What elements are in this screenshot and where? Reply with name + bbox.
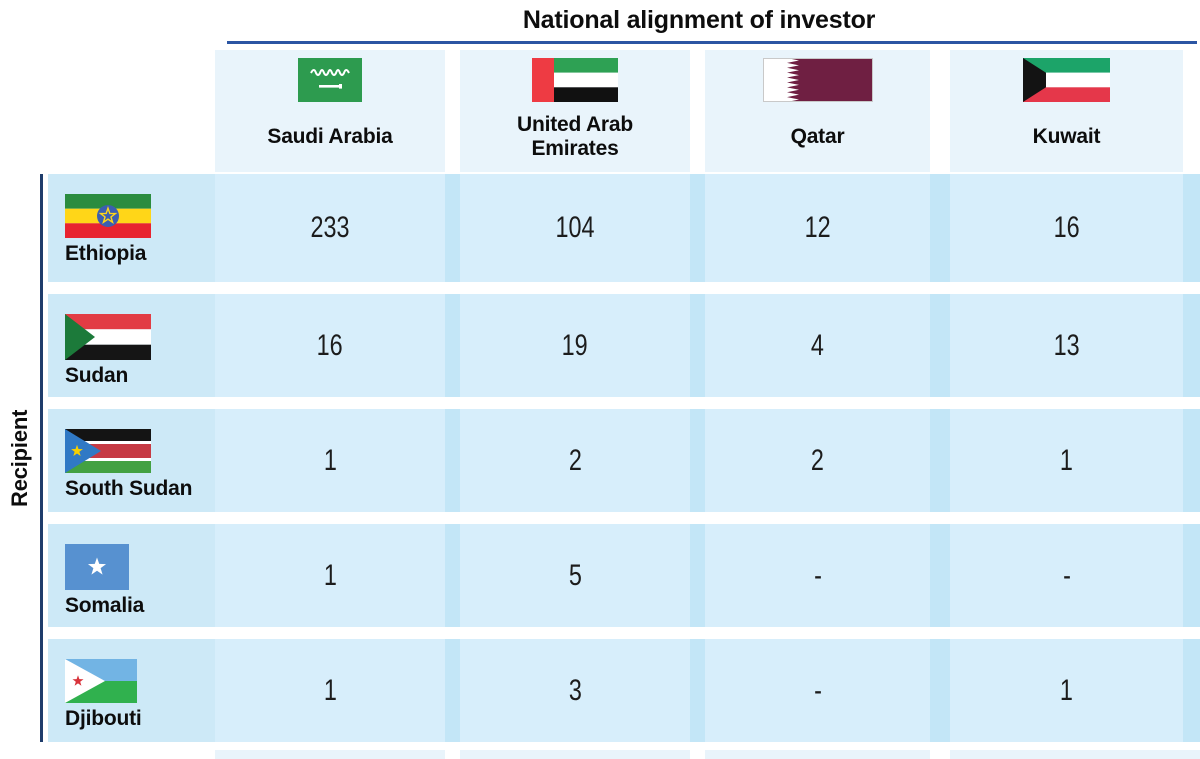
investor-header-label: United Arab Emirates — [516, 113, 634, 160]
value-cell: 1 — [215, 639, 445, 742]
investor-header-saudi-arabia: Saudi Arabia — [215, 50, 445, 172]
table-row-south-sudan: South Sudan 1 2 2 1 — [48, 409, 1200, 512]
qatar-flag-icon — [762, 58, 873, 102]
value-cell: 233 — [215, 174, 445, 282]
recipient-label: Ethiopia — [65, 242, 147, 265]
strip-gap — [445, 750, 460, 759]
table-row-ethiopia: Ethiopia 233 104 12 16 — [48, 174, 1200, 282]
column-gap — [445, 294, 460, 397]
value-cell: - — [705, 639, 930, 742]
strip-gap — [690, 750, 705, 759]
column-gap — [930, 409, 950, 512]
column-gap — [690, 524, 705, 627]
kuwait-flag-icon — [1023, 58, 1110, 102]
south-sudan-flag-icon — [65, 429, 151, 473]
column-gap — [690, 639, 705, 742]
strip-label-gap — [48, 750, 215, 759]
page-title: National alignment of investor — [522, 6, 876, 34]
strip-cell — [950, 750, 1183, 759]
value-cell: 5 — [460, 524, 690, 627]
partial-next-row-strip — [48, 750, 1200, 759]
strip-cell — [215, 750, 445, 759]
column-gap — [445, 409, 460, 512]
strip-cell — [1183, 750, 1200, 759]
table-row-sudan: Sudan 16 19 4 13 — [48, 294, 1200, 397]
value-cell: 13 — [950, 294, 1183, 397]
recipient-label-cell: Djibouti — [48, 639, 215, 742]
row-edge-strip — [1183, 409, 1200, 512]
strip-gap — [930, 750, 950, 759]
value-cell: 2 — [460, 409, 690, 512]
recipient-label-cell: South Sudan — [48, 409, 215, 512]
column-gap — [930, 524, 950, 627]
ethiopia-flag-icon — [65, 194, 151, 238]
row-edge-strip — [1183, 294, 1200, 397]
investor-header-uae: United Arab Emirates — [460, 50, 690, 172]
value-cell: 19 — [460, 294, 690, 397]
sudan-flag-icon — [65, 314, 151, 360]
column-gap — [930, 294, 950, 397]
recipient-label-cell: Ethiopia — [48, 174, 215, 282]
column-gap — [690, 174, 705, 282]
title-underline — [227, 41, 1197, 44]
investor-header-label: Saudi Arabia — [267, 125, 393, 149]
investor-header-qatar: Qatar — [705, 50, 930, 172]
column-gap — [445, 174, 460, 282]
value-cell: 104 — [460, 174, 690, 282]
strip-cell — [705, 750, 930, 759]
recipient-label: Somalia — [65, 594, 145, 617]
table-row-djibouti: Djibouti 1 3 - 1 — [48, 639, 1200, 742]
column-gap — [690, 409, 705, 512]
value-cell: 4 — [705, 294, 930, 397]
value-cell: - — [705, 524, 930, 627]
value-cell: 12 — [705, 174, 930, 282]
column-gap — [445, 524, 460, 627]
investor-header-label: Kuwait — [1032, 125, 1101, 149]
djibouti-flag-icon — [65, 659, 137, 703]
value-cell: 1 — [215, 409, 445, 512]
row-edge-strip — [1183, 174, 1200, 282]
column-gap — [690, 294, 705, 397]
value-cell: 3 — [460, 639, 690, 742]
investor-header-label: Qatar — [790, 125, 845, 149]
value-cell: 1 — [950, 409, 1183, 512]
recipient-label: Djibouti — [65, 707, 142, 730]
saudi-arabia-flag-icon — [298, 58, 362, 102]
row-edge-strip — [1183, 524, 1200, 627]
recipient-label-cell: Somalia — [48, 524, 215, 627]
recipient-axis-label: Recipient — [7, 409, 32, 507]
uae-flag-icon — [532, 58, 618, 102]
recipient-label-cell: Sudan — [48, 294, 215, 397]
recipient-label: South Sudan — [65, 477, 193, 500]
recipient-axis-line — [40, 174, 43, 742]
somalia-flag-icon — [65, 544, 129, 590]
value-cell: 16 — [215, 294, 445, 397]
table-row-somalia: Somalia 1 5 - - — [48, 524, 1200, 627]
recipient-label: Sudan — [65, 364, 129, 387]
column-gap — [445, 639, 460, 742]
value-cell: 1 — [215, 524, 445, 627]
column-gap — [930, 639, 950, 742]
value-cell: 2 — [705, 409, 930, 512]
investor-header-kuwait: Kuwait — [950, 50, 1183, 172]
value-cell: 1 — [950, 639, 1183, 742]
value-cell: - — [950, 524, 1183, 627]
row-edge-strip — [1183, 639, 1200, 742]
strip-cell — [460, 750, 690, 759]
column-gap — [930, 174, 950, 282]
value-cell: 16 — [950, 174, 1183, 282]
